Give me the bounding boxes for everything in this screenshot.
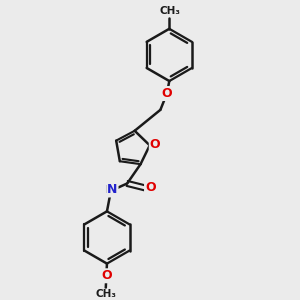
Text: H: H — [105, 185, 114, 195]
Text: O: O — [150, 138, 160, 151]
Text: CH₃: CH₃ — [159, 6, 180, 16]
Text: CH₃: CH₃ — [96, 290, 117, 299]
Text: O: O — [145, 182, 156, 194]
Text: N: N — [107, 184, 118, 196]
Text: O: O — [162, 87, 172, 100]
Text: O: O — [101, 269, 112, 282]
